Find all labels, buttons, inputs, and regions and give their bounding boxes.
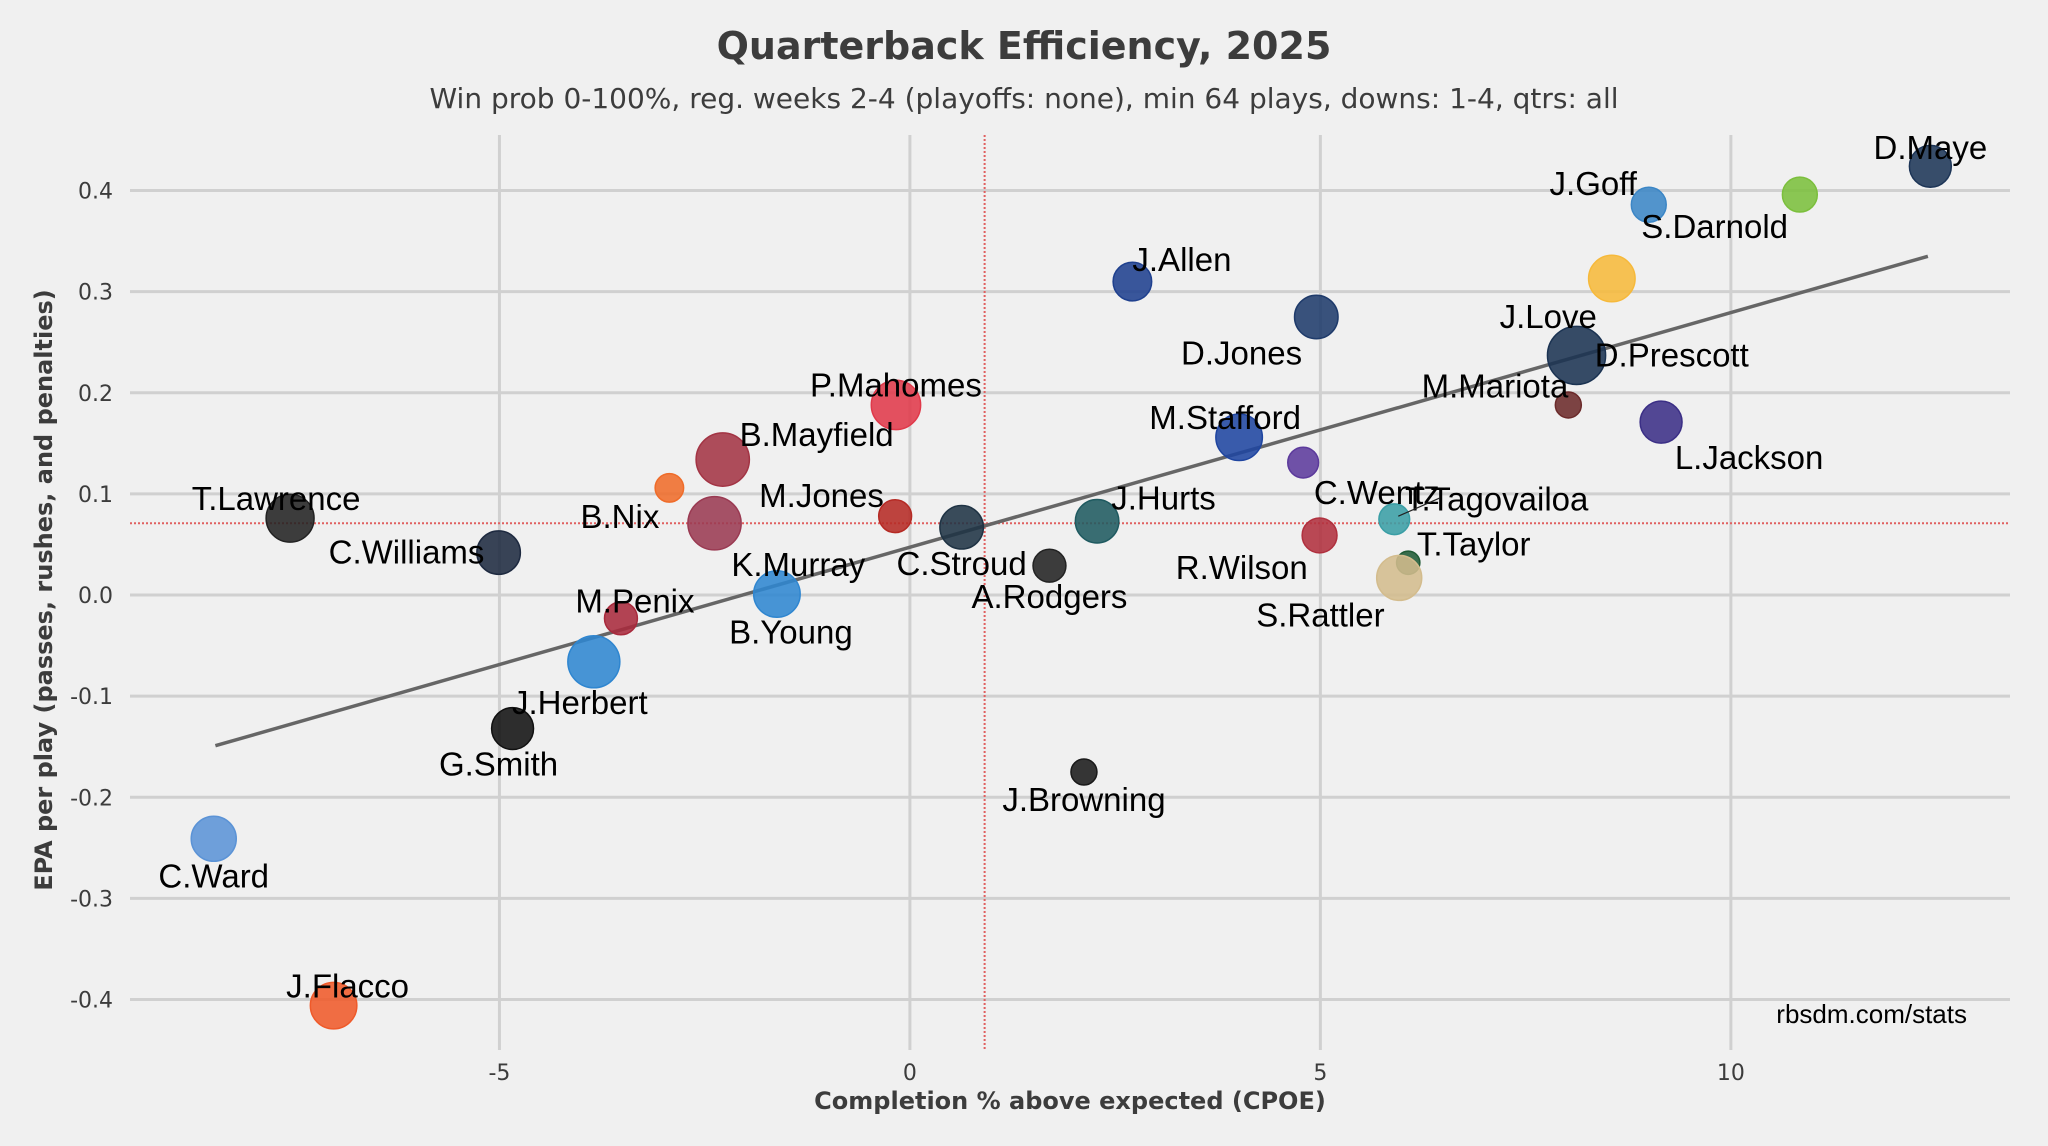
data-point (1781, 176, 1819, 213)
data-point (1554, 391, 1583, 419)
label-leader-line (1398, 497, 1440, 517)
point-label: K.Murray (731, 546, 865, 583)
tick-labels: -5 0 5 10 0.4 0.3 0.2 0.1 0.0 -0.1 -0.2 -0.3 -0.4 (70, 180, 1745, 1086)
data-point (1074, 498, 1120, 544)
data-point (1639, 400, 1683, 444)
data-point (687, 495, 742, 551)
data-point (939, 504, 985, 550)
point-label: J.Browning (1002, 781, 1165, 818)
trend-line-group (214, 254, 1929, 748)
data-point (695, 432, 751, 487)
data-point (1546, 325, 1607, 386)
y-tick-label: 0.1 (78, 483, 113, 508)
point-label: A.Rodgers (972, 578, 1128, 615)
point-label: M.Jones (759, 477, 884, 514)
point-label: M.Penix (575, 583, 695, 620)
point-label: M.Mariota (1422, 367, 1569, 404)
y-tick-label: -0.4 (70, 989, 113, 1014)
data-point (1070, 758, 1098, 786)
point-label: D.Maye (1874, 129, 1988, 166)
data-point (1287, 446, 1320, 479)
point-label: C.Ward (158, 857, 269, 894)
x-tick-label: 0 (903, 1061, 917, 1086)
x-tick-label: 5 (1313, 1061, 1327, 1086)
chart-title: Quarterback Efficiency, 2025 (716, 24, 1332, 68)
point-label: M.Stafford (1149, 399, 1301, 436)
data-point (265, 493, 315, 543)
data-point (1301, 517, 1338, 554)
data-point (870, 379, 922, 431)
point-label: B.Mayfield (740, 416, 894, 453)
x-tick-label: 10 (1717, 1061, 1745, 1086)
data-point (567, 635, 621, 689)
point-label: T.Lawrence (192, 480, 361, 517)
point-label: C.Williams (329, 534, 485, 571)
point-label: L.Jackson (1675, 439, 1824, 476)
point-label: J.Goff (1550, 165, 1638, 202)
point-label: J.Love (1500, 298, 1597, 335)
point-label: C.Stroud (897, 545, 1027, 582)
point-label: J.Allen (1132, 241, 1231, 278)
data-point (1908, 144, 1953, 189)
y-gridlines (130, 189, 2010, 1002)
data-point (752, 570, 801, 619)
point-label: D.Prescott (1595, 336, 1749, 373)
point-label: J.Flacco (286, 967, 409, 1004)
point-label: B.Nix (580, 498, 659, 535)
mean-reference-lines (130, 135, 2010, 1050)
point-label: B.Young (729, 613, 853, 650)
y-tick-label: 0.3 (78, 281, 113, 306)
point-label: S.Rattler (1256, 596, 1384, 633)
x-tick-label: -5 (488, 1061, 510, 1086)
data-point (1215, 413, 1264, 462)
y-tick-label: -0.2 (70, 786, 113, 811)
data-point (190, 815, 238, 863)
point-label: S.Darnold (1641, 208, 1788, 245)
y-tick-label: 0.4 (78, 180, 113, 205)
data-point (1375, 554, 1423, 602)
x-axis-label: Completion % above expected (CPOE) (814, 1087, 1326, 1115)
data-point (476, 530, 522, 576)
point-label: D.Jones (1181, 335, 1302, 372)
data-points (190, 144, 1953, 1030)
point-label: J.Herbert (512, 684, 648, 721)
data-point (1378, 503, 1411, 536)
data-point (603, 601, 639, 636)
data-point (490, 706, 535, 751)
point-label: T.Taylor (1417, 526, 1531, 563)
point-label: G.Smith (439, 746, 558, 783)
data-point (654, 472, 685, 503)
data-point (1587, 254, 1636, 303)
y-axis-label: EPA per play (passes, rushes, and penalt… (30, 289, 58, 891)
source-credit: rbsdm.com/stats (1776, 999, 1967, 1029)
data-point (877, 498, 913, 534)
y-tick-label: 0.0 (78, 584, 113, 609)
y-tick-label: 0.2 (78, 382, 113, 407)
data-point (309, 981, 358, 1030)
data-point (1112, 261, 1153, 302)
point-label: C.Wentz (1314, 474, 1440, 511)
data-point (1293, 294, 1339, 340)
trend-line (214, 254, 1929, 748)
chart-subtitle: Win prob 0-100%, reg. weeks 2-4 (playoff… (429, 82, 1619, 115)
point-label: J.Hurts (1111, 480, 1216, 517)
point-label: P.Mahomes (810, 366, 982, 403)
point-label: R.Wilson (1176, 549, 1308, 586)
point-label: T.Tagovailoa (1405, 480, 1589, 517)
y-tick-label: -0.1 (70, 685, 113, 710)
data-point (1630, 186, 1667, 223)
data-point (1032, 548, 1067, 583)
y-tick-label: -0.3 (70, 887, 113, 912)
